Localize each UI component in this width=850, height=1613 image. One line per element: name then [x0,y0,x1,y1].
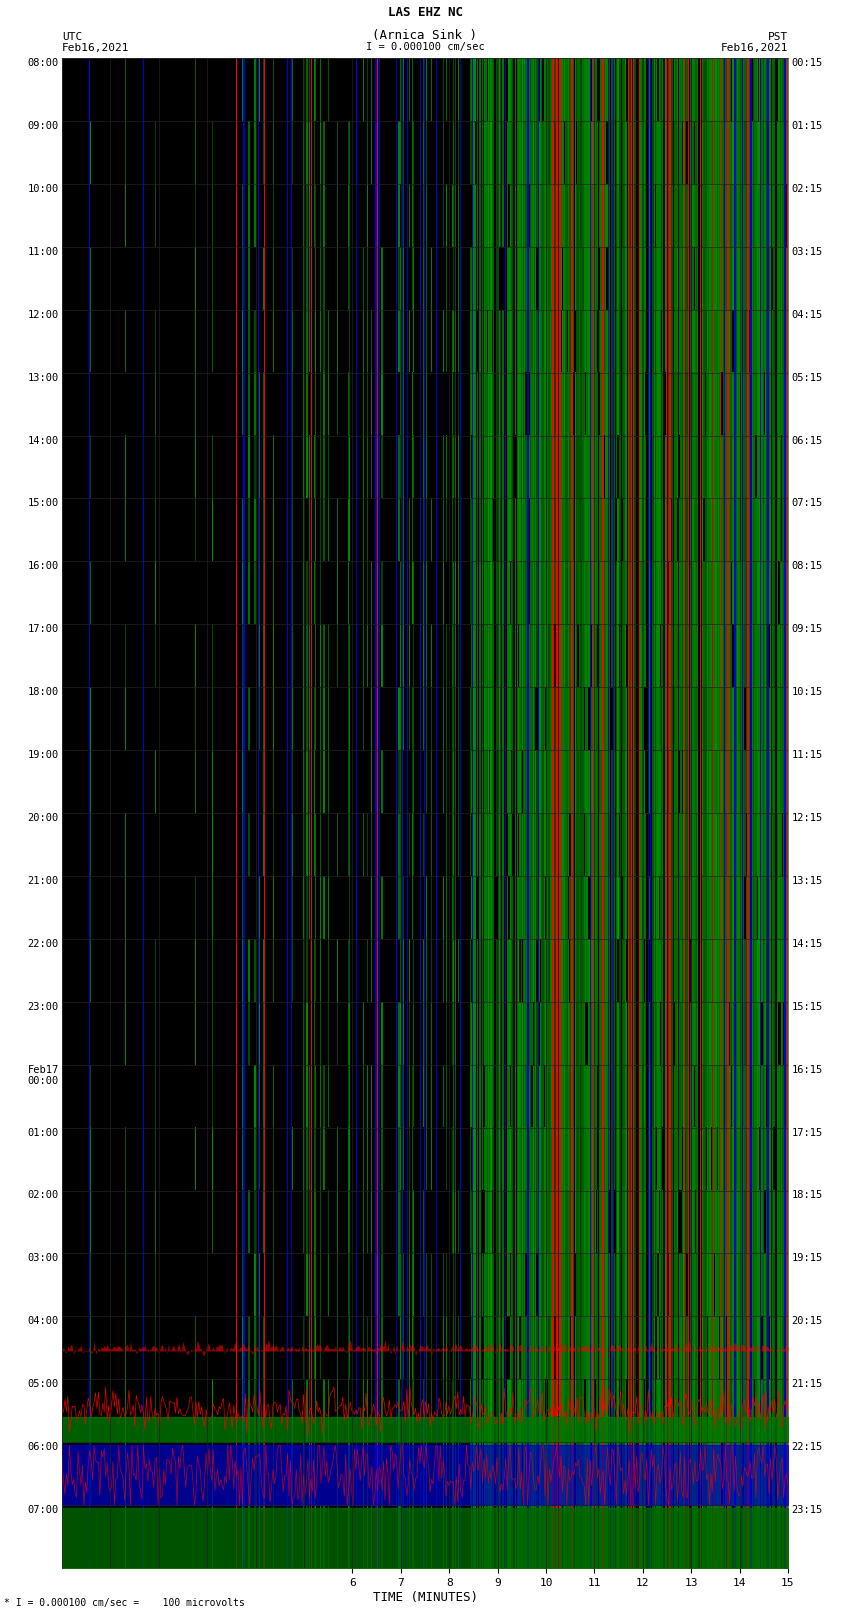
Text: 10:15: 10:15 [791,687,823,697]
Text: 03:00: 03:00 [27,1253,59,1263]
Text: 13:00: 13:00 [27,373,59,382]
Text: (Arnica Sink ): (Arnica Sink ) [372,29,478,42]
Text: 18:15: 18:15 [791,1190,823,1200]
Text: 17:15: 17:15 [791,1127,823,1137]
Text: LAS EHZ NC: LAS EHZ NC [388,6,462,19]
Text: 01:15: 01:15 [791,121,823,131]
Text: 21:00: 21:00 [27,876,59,886]
Text: 06:00: 06:00 [27,1442,59,1452]
X-axis label: TIME (MINUTES): TIME (MINUTES) [372,1590,478,1603]
Text: 20:15: 20:15 [791,1316,823,1326]
Text: * I = 0.000100 cm/sec =    100 microvolts: * I = 0.000100 cm/sec = 100 microvolts [4,1598,245,1608]
Text: 14:00: 14:00 [27,436,59,445]
Text: I = 0.000100 cm/sec: I = 0.000100 cm/sec [366,42,484,52]
Text: 16:15: 16:15 [791,1065,823,1074]
Text: 02:15: 02:15 [791,184,823,194]
Text: 13:15: 13:15 [791,876,823,886]
Text: 23:00: 23:00 [27,1002,59,1011]
Text: 06:15: 06:15 [791,436,823,445]
Text: 08:15: 08:15 [791,561,823,571]
Text: 14:15: 14:15 [791,939,823,948]
Text: 07:00: 07:00 [27,1505,59,1515]
Text: 15:15: 15:15 [791,1002,823,1011]
Text: 07:15: 07:15 [791,498,823,508]
Text: 18:00: 18:00 [27,687,59,697]
Text: 12:15: 12:15 [791,813,823,823]
Text: 02:00: 02:00 [27,1190,59,1200]
Text: 15:00: 15:00 [27,498,59,508]
Text: 04:15: 04:15 [791,310,823,319]
Text: 04:00: 04:00 [27,1316,59,1326]
Text: 20:00: 20:00 [27,813,59,823]
Text: 11:15: 11:15 [791,750,823,760]
Text: 22:15: 22:15 [791,1442,823,1452]
Text: 19:15: 19:15 [791,1253,823,1263]
Text: 23:15: 23:15 [791,1505,823,1515]
Text: 21:15: 21:15 [791,1379,823,1389]
Text: 19:00: 19:00 [27,750,59,760]
Text: 16:00: 16:00 [27,561,59,571]
Text: 00:15: 00:15 [791,58,823,68]
Text: 22:00: 22:00 [27,939,59,948]
Text: 12:00: 12:00 [27,310,59,319]
Text: 11:00: 11:00 [27,247,59,256]
Text: 17:00: 17:00 [27,624,59,634]
Text: 05:00: 05:00 [27,1379,59,1389]
Text: PST
Feb16,2021: PST Feb16,2021 [721,32,788,53]
Text: 01:00: 01:00 [27,1127,59,1137]
Text: 08:00: 08:00 [27,58,59,68]
Text: 09:00: 09:00 [27,121,59,131]
Text: 05:15: 05:15 [791,373,823,382]
Text: Feb17
00:00: Feb17 00:00 [27,1065,59,1086]
Text: 09:15: 09:15 [791,624,823,634]
Text: 03:15: 03:15 [791,247,823,256]
Text: UTC
Feb16,2021: UTC Feb16,2021 [62,32,129,53]
Text: 10:00: 10:00 [27,184,59,194]
